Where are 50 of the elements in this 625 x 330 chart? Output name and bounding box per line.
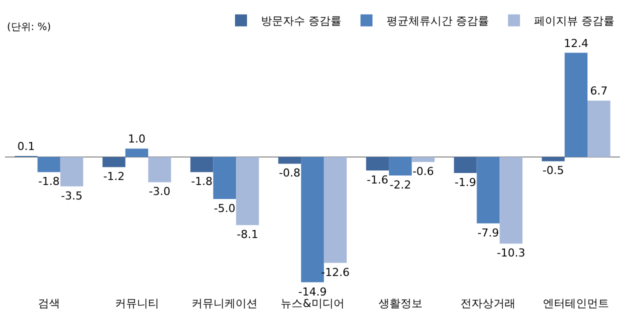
- data-label: 12.4: [564, 36, 588, 50]
- bar: [324, 156, 347, 263]
- data-label: -0.6: [412, 165, 434, 178]
- legend-label: 평균체류시간 증감률: [386, 14, 489, 28]
- data-label: -2.2: [390, 178, 412, 192]
- data-label: -5.0: [214, 202, 236, 216]
- bar: [454, 156, 477, 173]
- data-label: -1.2: [103, 170, 125, 184]
- bar: [564, 52, 588, 157]
- bar: [388, 156, 412, 176]
- bar: [500, 156, 522, 244]
- data-label: -8.1: [236, 228, 258, 242]
- data-label: -3.0: [148, 185, 170, 198]
- legend-label: 페이지뷰 증감률: [534, 14, 614, 28]
- bar: [278, 156, 302, 164]
- data-label: -1.9: [454, 176, 476, 189]
- legend-label: 방문자수 증감률: [261, 14, 342, 28]
- data-label: -3.5: [61, 189, 83, 202]
- bar: [38, 156, 60, 172]
- bar: [542, 156, 565, 162]
- x-tick-label: 생활정보: [378, 297, 422, 310]
- x-tick-label: 커뮤니케이션: [192, 297, 258, 310]
- data-label: -14.9: [298, 285, 327, 298]
- data-label: -0.8: [278, 166, 300, 180]
- data-label: -10.3: [496, 246, 526, 260]
- bar: [125, 148, 148, 157]
- text: (단위: %): [7, 22, 51, 33]
- data-label: -7.9: [477, 226, 499, 240]
- bar: [213, 156, 236, 200]
- bar: [476, 156, 500, 224]
- bar: [60, 156, 84, 186]
- x-tick-label: 엔터테인먼트: [543, 297, 610, 310]
- bar: [366, 156, 389, 170]
- x-tick-label: 커뮤니티: [114, 297, 159, 310]
- data-label: -1.6: [366, 173, 388, 186]
- bar: [190, 156, 214, 172]
- x-tick-label: 뉴스&미디어: [280, 297, 344, 310]
- bar: [236, 156, 259, 226]
- bar: [412, 156, 435, 162]
- x-tick-label: 검색: [38, 297, 60, 310]
- bar: [587, 100, 610, 157]
- data-label: 1.0: [128, 132, 146, 146]
- data-label: -1.8: [191, 175, 213, 188]
- data-label: -0.5: [542, 164, 564, 178]
- data-label: 6.7: [590, 84, 608, 98]
- data-label: -1.8: [38, 175, 60, 188]
- data-label: 0.1: [17, 140, 35, 153]
- bar: [148, 156, 172, 182]
- bar: [102, 156, 126, 168]
- x-tick-label: 전자상거래: [460, 297, 516, 310]
